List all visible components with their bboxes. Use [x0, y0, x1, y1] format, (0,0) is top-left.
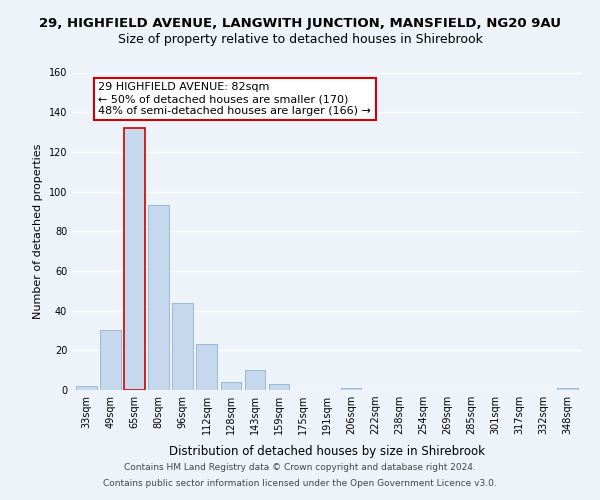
Bar — [269, 384, 289, 390]
Bar — [148, 206, 169, 390]
Bar — [100, 330, 121, 390]
Bar — [124, 128, 145, 390]
X-axis label: Distribution of detached houses by size in Shirebrook: Distribution of detached houses by size … — [169, 446, 485, 458]
Text: 29, HIGHFIELD AVENUE, LANGWITH JUNCTION, MANSFIELD, NG20 9AU: 29, HIGHFIELD AVENUE, LANGWITH JUNCTION,… — [39, 18, 561, 30]
Text: Contains public sector information licensed under the Open Government Licence v3: Contains public sector information licen… — [103, 478, 497, 488]
Text: Size of property relative to detached houses in Shirebrook: Size of property relative to detached ho… — [118, 32, 482, 46]
Bar — [557, 388, 578, 390]
Bar — [245, 370, 265, 390]
Bar — [172, 302, 193, 390]
Text: 29 HIGHFIELD AVENUE: 82sqm
← 50% of detached houses are smaller (170)
48% of sem: 29 HIGHFIELD AVENUE: 82sqm ← 50% of deta… — [98, 82, 371, 116]
Y-axis label: Number of detached properties: Number of detached properties — [33, 144, 43, 319]
Text: Contains HM Land Registry data © Crown copyright and database right 2024.: Contains HM Land Registry data © Crown c… — [124, 464, 476, 472]
Bar — [196, 344, 217, 390]
Bar — [341, 388, 361, 390]
Bar — [221, 382, 241, 390]
Bar — [76, 386, 97, 390]
